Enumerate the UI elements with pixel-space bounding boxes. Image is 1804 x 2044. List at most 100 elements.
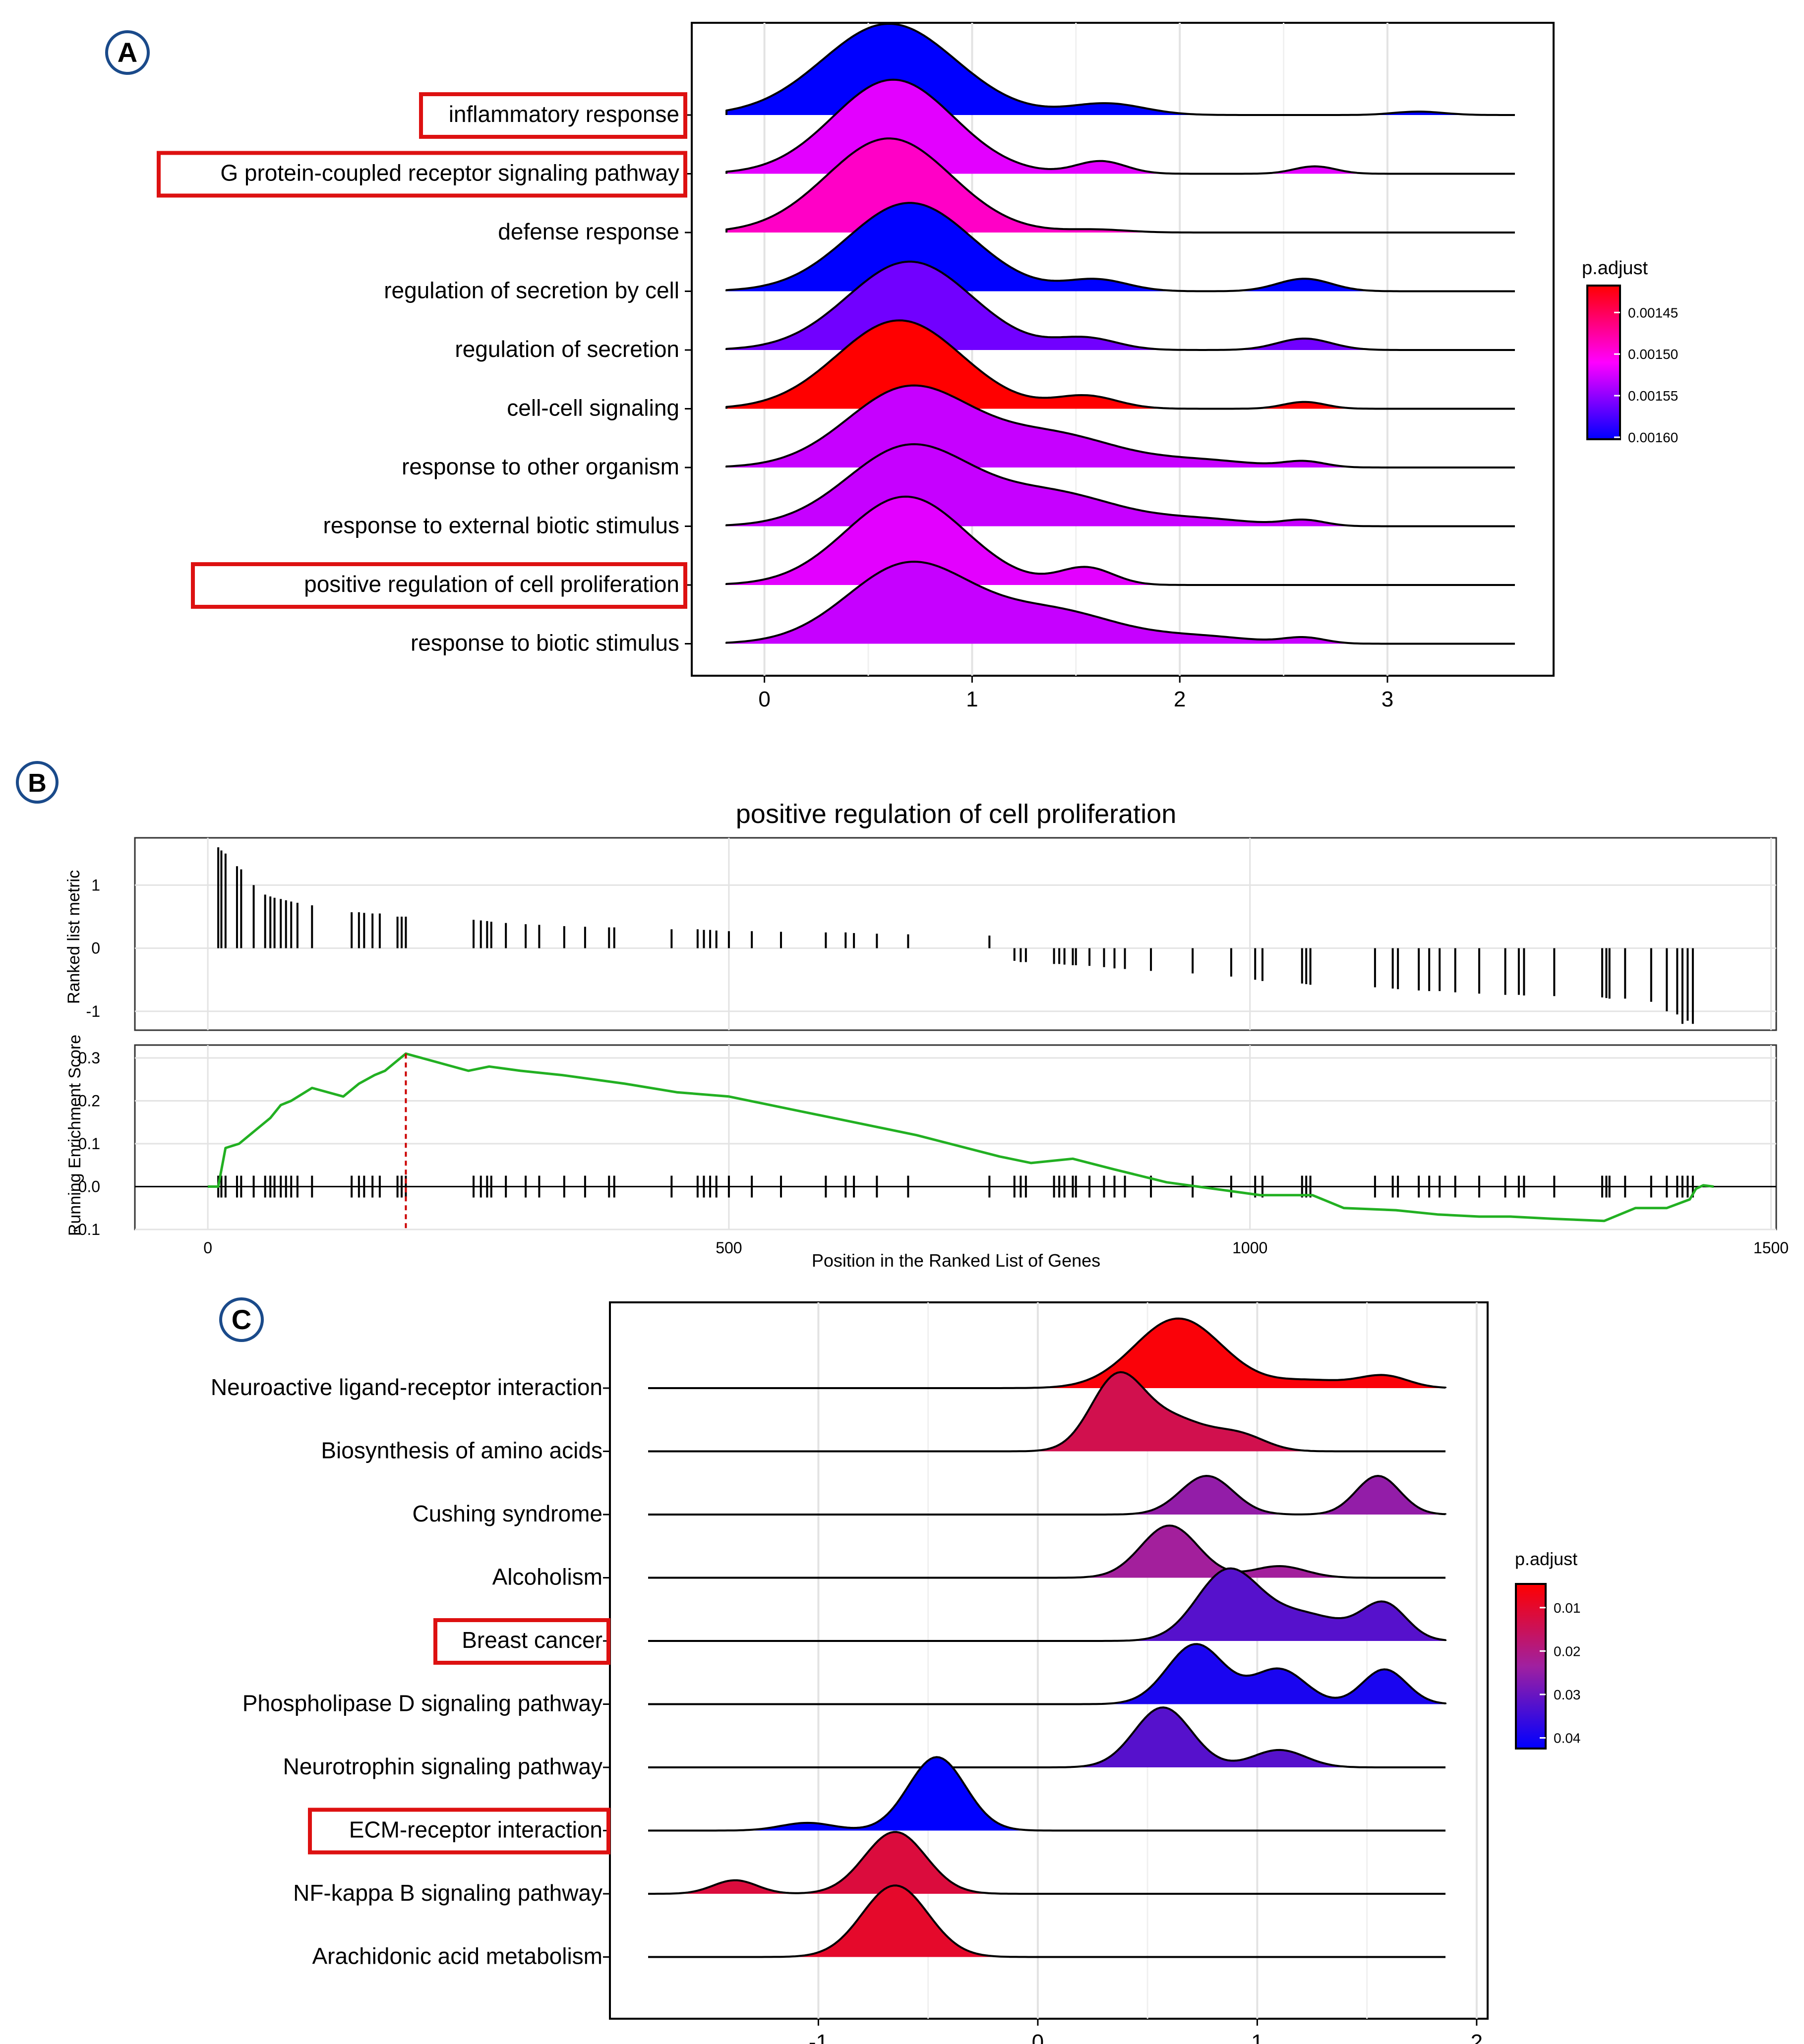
a-category-label: regulation of secretion: [455, 336, 679, 362]
c-category-label: Biosynthesis of amino acids: [321, 1438, 602, 1463]
a-ridge-outline: [725, 260, 1515, 351]
c-ridge-outline: [648, 1831, 1445, 1895]
a-legend-tick-label: 0.00155: [1628, 388, 1678, 404]
a-ridge-outline: [725, 202, 1515, 292]
c-category-label: Phospholipase D signaling pathway: [242, 1691, 602, 1716]
ranked-y-tick-label: 0: [91, 939, 100, 957]
a-ridge-fill: [726, 79, 1515, 174]
a-category-label: G protein-coupled receptor signaling pat…: [220, 160, 679, 186]
panel-a-letter: A: [118, 37, 137, 68]
a-ridge-outline: [725, 137, 1515, 234]
running-y-tick-label: -0.1: [73, 1221, 100, 1238]
ranked-list-frame: [134, 837, 1777, 1031]
c-category-label: Cushing syndrome: [412, 1501, 602, 1526]
a-category-label: cell-cell signaling: [507, 395, 679, 421]
legend-a-colorbar: [1586, 285, 1621, 440]
running-es-line: [208, 1052, 1714, 1223]
c-ridge-outline: [648, 1756, 1445, 1832]
a-ridge-fill: [726, 562, 1515, 644]
panel-a-badge: [105, 30, 150, 75]
panel-a-x-axis: 0 1 2 3: [758, 676, 1393, 711]
panel-b-letter: B: [28, 769, 47, 798]
c-ridge-fill: [648, 1318, 1445, 1388]
panel-a-category-labels: inflammatory response G protein-coupled r…: [157, 92, 692, 656]
c-x-tick-label: 1: [1251, 2030, 1263, 2044]
a-highlight-box: [191, 562, 687, 609]
c-ridge-fill: [648, 1832, 1445, 1894]
running-x-tick-label: 0: [203, 1239, 212, 1257]
c-ridge-outline: [648, 1475, 1446, 1516]
legend-c-ticks: 0.01 0.02 0.03 0.04: [1540, 1600, 1581, 1746]
c-category-label: Breast cancer: [462, 1627, 602, 1653]
panel-c-category-labels: Neuroactive ligand-receptor interaction B…: [211, 1374, 610, 1969]
a-ridge-outline: [725, 384, 1515, 468]
a-category-label: regulation of secretion by cell: [384, 278, 679, 303]
c-x-tick-label: -1: [809, 2030, 828, 2044]
running-y-tick-label: 0.1: [78, 1135, 100, 1153]
panel-c-ridges: [648, 1317, 1446, 1958]
panel-c-letter: C: [232, 1304, 251, 1335]
a-highlight-box: [419, 92, 687, 139]
ranked-y-tick-label: 1: [91, 876, 100, 894]
running-y-tick-label: 0.3: [78, 1049, 100, 1067]
panel-b-title: positive regulation of cell proliferatio…: [736, 799, 1177, 829]
a-category-label: inflammatory response: [449, 101, 679, 127]
c-ridge-fill: [648, 1885, 1445, 1957]
c-ridge-outline: [648, 1567, 1446, 1642]
c-category-label: Alcoholism: [492, 1564, 602, 1590]
legend-c-title: p.adjust: [1515, 1549, 1577, 1569]
running-score-plot: [135, 1052, 1776, 1229]
c-x-tick-label: 0: [1032, 2030, 1044, 2044]
panel-c-x-axis: -1 0 1 2: [809, 2019, 1483, 2044]
a-highlight-box: [157, 151, 687, 198]
running-x-tick-label: 1500: [1753, 1239, 1789, 1257]
c-ridge-outline: [648, 1371, 1445, 1453]
panel-a-ridges: [725, 23, 1515, 645]
a-x-tick-label: 0: [758, 687, 770, 711]
ranked-list-ylabel: Ranked list metric: [64, 870, 83, 1004]
panel-b-xlabel: Position in the Ranked List of Genes: [812, 1250, 1100, 1271]
c-category-label: Neuroactive ligand-receptor interaction: [211, 1374, 602, 1400]
panel-c-legend: p.adjust 0.01 0.02 0.03 0.04: [1515, 1549, 1581, 1750]
c-ridge-outline: [648, 1643, 1446, 1705]
a-ridge-outline: [725, 443, 1515, 527]
panel-c-plot-frame: [609, 1301, 1489, 2020]
a-legend-tick-label: 0.00160: [1628, 430, 1678, 445]
c-ridge-outline: [648, 1524, 1445, 1579]
c-category-label: NF-kappa B signaling pathway: [293, 1880, 602, 1906]
a-x-tick-label: 2: [1174, 687, 1186, 711]
running-x-tick-label: 500: [716, 1239, 742, 1257]
running-y-tick-label: 0.0: [78, 1177, 100, 1195]
a-category-label: defense response: [498, 219, 679, 244]
a-ridge-outline: [725, 78, 1515, 175]
a-ridge-outline: [725, 561, 1515, 645]
legend-a-title: p.adjust: [1582, 258, 1648, 279]
panel-c-grid: [817, 1302, 1478, 2019]
c-ridge-outline: [648, 1884, 1445, 1958]
c-legend-tick-label: 0.01: [1554, 1600, 1581, 1616]
a-category-label: response to biotic stimulus: [411, 630, 679, 656]
panel-b: B positive regulation of cell proliferat…: [16, 761, 1789, 1271]
panel-c-badge: [219, 1297, 264, 1342]
a-category-label: positive regulation of cell proliferatio…: [304, 571, 679, 597]
a-x-tick-label: 1: [966, 687, 978, 711]
a-ridge-outline: [725, 23, 1515, 116]
a-ridge-outline: [725, 495, 1515, 586]
panel-c: C Neuroactive ligand-receptor interactio…: [211, 1297, 1581, 2044]
c-ridge-fill: [648, 1568, 1445, 1641]
legend-a-ticks: 0.00145 0.00150 0.00155 0.00160: [1614, 305, 1678, 445]
c-ridge-outline: [648, 1317, 1446, 1389]
c-highlight-box: [308, 1808, 610, 1855]
panel-a: A inflammatory response G protein-coupled…: [105, 22, 1678, 711]
panel-a-legend: p.adjust 0.00145 0.00150 0.00155 0.00160: [1582, 258, 1678, 445]
c-highlight-box: [433, 1618, 610, 1665]
c-category-label: Arachidonic acid metabolism: [312, 1943, 603, 1969]
running-score-ylabel: Running Enrichment Score: [65, 1035, 84, 1236]
panel-b-axes: 1 0 -1 0.3 0.2 0.1 0.0 -0.1 0 500 1000 1500: [73, 876, 1789, 1257]
c-ridge-outline: [648, 1706, 1445, 1768]
c-category-label: Neurotrophin signaling pathway: [283, 1753, 602, 1779]
c-ridge-fill: [648, 1644, 1445, 1704]
a-ridge-outline: [725, 319, 1515, 410]
c-ridge-fill: [648, 1476, 1445, 1515]
